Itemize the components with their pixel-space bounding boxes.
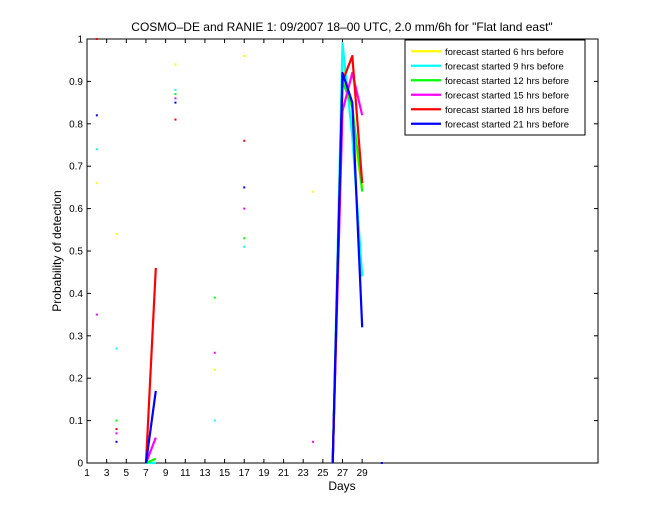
y-tick-label: 1 <box>77 35 83 46</box>
data-point <box>95 148 98 151</box>
series-line <box>331 71 364 464</box>
y-tick-label: 0.2 <box>69 374 83 385</box>
y-tick-label: 0.9 <box>69 77 83 88</box>
data-point <box>380 462 383 464</box>
x-tick-label: 19 <box>258 468 270 479</box>
x-tick-label: 5 <box>124 468 130 479</box>
data-point <box>174 118 177 121</box>
x-tick-label: 17 <box>239 468 251 479</box>
data-point <box>243 245 246 248</box>
x-tick-label: 7 <box>143 468 149 479</box>
legend-entry: forecast started 18 hrs before <box>445 105 569 116</box>
y-tick-label: 0.5 <box>69 247 83 258</box>
x-tick-label: 27 <box>337 468 349 479</box>
y-axis-label: Probability of detection <box>50 190 64 311</box>
y-tick-label: 0 <box>77 459 83 470</box>
data-point <box>243 207 246 210</box>
x-tick-label: 29 <box>357 468 369 479</box>
data-point <box>243 139 246 142</box>
x-axis-label: Days <box>328 479 355 493</box>
legend-box <box>404 39 586 136</box>
data-point <box>174 101 177 104</box>
data-point <box>174 63 177 66</box>
data-point <box>213 368 216 371</box>
data-point <box>213 419 216 422</box>
x-tick-label: 11 <box>180 468 191 479</box>
data-point <box>312 190 315 193</box>
series-layer <box>95 38 383 465</box>
data-point <box>174 88 177 91</box>
data-point <box>174 97 177 100</box>
legend-entry: forecast started 15 hrs before <box>445 90 569 101</box>
y-tick-label: 0.4 <box>69 289 83 300</box>
x-tick-label: 25 <box>317 468 329 479</box>
data-point <box>213 296 216 299</box>
x-tick-label: 13 <box>199 468 211 479</box>
x-tick-label: 1 <box>84 468 90 479</box>
series-line <box>145 457 157 465</box>
data-point <box>115 428 118 431</box>
legend: forecast started 6 hrs before forecast st… <box>404 39 586 136</box>
data-point <box>95 313 98 316</box>
data-point <box>213 351 216 354</box>
data-point <box>115 347 118 350</box>
chart-title: COSMO–DE and RANIE 1: 09/2007 18–00 UTC,… <box>131 20 552 34</box>
legend-entry: forecast started 9 hrs before <box>445 61 564 72</box>
data-point <box>243 186 246 189</box>
series-line <box>144 267 157 464</box>
y-tick-label: 0.1 <box>69 416 83 427</box>
data-point <box>243 54 246 57</box>
legend-entry: forecast started 12 hrs before <box>445 76 569 87</box>
legend-entry: forecast started 21 hrs before <box>445 119 569 130</box>
data-point <box>115 440 118 443</box>
data-point <box>312 440 315 443</box>
data-point <box>95 114 98 117</box>
data-point <box>95 182 98 185</box>
legend-entry: forecast started 6 hrs before <box>445 47 564 58</box>
data-point <box>115 233 118 236</box>
data-point <box>243 237 246 240</box>
y-tick-label: 0.8 <box>69 119 83 130</box>
x-tick-label: 21 <box>278 468 290 479</box>
data-point <box>174 93 177 96</box>
x-tick-label: 15 <box>219 468 231 479</box>
series-line <box>144 390 157 464</box>
data-point <box>95 38 98 40</box>
y-tick-label: 0.7 <box>69 162 83 173</box>
x-tick-label: 3 <box>104 468 110 479</box>
y-tick-label: 0.3 <box>69 331 83 342</box>
data-point <box>115 432 118 435</box>
series-6 <box>95 71 383 464</box>
x-tick-label: 23 <box>298 468 310 479</box>
y-tick-label: 0.6 <box>69 204 83 215</box>
axis-ticks: 1 3 5 7 9 11 13 15 17 19 21 23 25 27 2900.10.20.30.40.… <box>69 35 598 479</box>
x-tick-label: 9 <box>163 468 169 479</box>
data-point <box>115 419 118 422</box>
